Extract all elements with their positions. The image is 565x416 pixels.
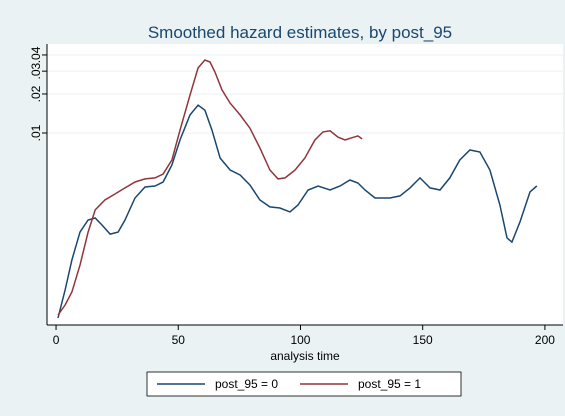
x-tick-label: 100 [290, 333, 310, 347]
y-tick-label: .03 [29, 62, 43, 79]
y-tick-label: .02 [29, 85, 43, 102]
x-tick-label: 200 [535, 333, 555, 347]
legend-label: post_95 = 0 [215, 377, 278, 391]
y-tick-label: .01 [29, 124, 43, 141]
x-tick-label: 150 [413, 333, 433, 347]
x-axis-label: analysis time [270, 349, 340, 363]
plot-area [47, 44, 563, 325]
series-line [57, 59, 363, 316]
y-tick-label: .04 [29, 46, 43, 63]
chart-title: Smoothed hazard estimates, by post_95 [148, 23, 452, 42]
x-tick-label: 50 [172, 333, 186, 347]
legend-label: post_95 = 1 [358, 377, 421, 391]
x-tick-label: 0 [53, 333, 60, 347]
series-line [57, 104, 538, 319]
